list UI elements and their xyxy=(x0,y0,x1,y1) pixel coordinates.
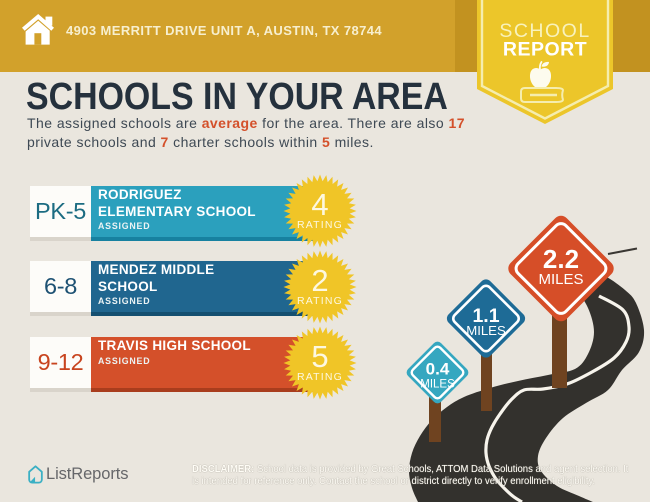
svg-text:RATING: RATING xyxy=(297,295,343,307)
svg-text:MILES: MILES xyxy=(538,271,583,288)
svg-text:5: 5 xyxy=(311,339,328,374)
svg-text:MILES: MILES xyxy=(420,379,455,391)
svg-text:2: 2 xyxy=(311,263,328,298)
svg-text:MILES: MILES xyxy=(466,323,506,338)
svg-text:4: 4 xyxy=(311,187,328,222)
svg-text:0.4: 0.4 xyxy=(426,360,450,379)
svg-text:2.2: 2.2 xyxy=(543,244,579,274)
svg-text:REPORT: REPORT xyxy=(503,39,587,61)
svg-text:1.1: 1.1 xyxy=(472,305,499,327)
svg-text:RATING: RATING xyxy=(297,371,343,383)
svg-text:SCHOOL: SCHOOL xyxy=(499,20,590,42)
svg-text:RATING: RATING xyxy=(297,219,343,231)
